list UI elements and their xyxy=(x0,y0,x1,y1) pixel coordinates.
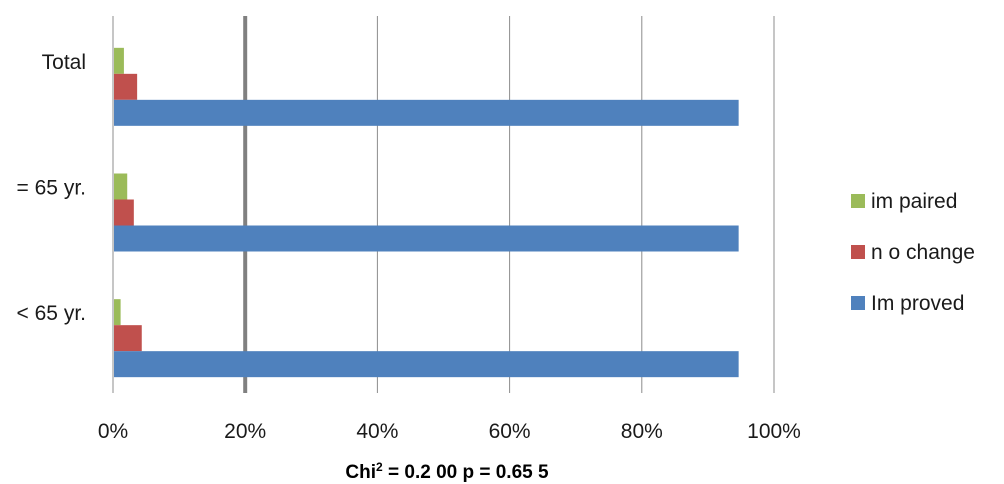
x-tick-label-20: 20% xyxy=(224,420,266,443)
legend-label-1: n o change xyxy=(871,241,975,264)
legend: im paired n o change Im proved xyxy=(851,190,975,315)
footnote-prefix: Chi xyxy=(345,462,376,483)
x-tick-label-80: 80% xyxy=(621,420,663,443)
chi-square-footnote: Chi2 = 0.2 00 p = 0.65 5 xyxy=(345,460,549,483)
bars xyxy=(114,47,739,378)
category-label-2: < 65 yr. xyxy=(17,302,86,325)
bar-impaired-1 xyxy=(114,173,128,200)
legend-swatch-1 xyxy=(851,245,865,259)
x-tick-label-40: 40% xyxy=(356,420,398,443)
footnote-suffix: = 0.2 00 p = 0.65 5 xyxy=(383,462,549,483)
footnote-superscript: 2 xyxy=(376,460,383,474)
category-label-1: = 65 yr. xyxy=(17,177,86,200)
bar-nochange-0 xyxy=(114,73,138,100)
gridlines xyxy=(243,16,775,393)
bar-improved-1 xyxy=(114,225,739,252)
legend-label-2: Im proved xyxy=(871,292,964,315)
x-tick-label-100: 100% xyxy=(747,420,801,443)
bar-improved-0 xyxy=(114,99,739,126)
legend-swatch-2 xyxy=(851,296,865,310)
category-label-0: Total xyxy=(42,51,86,74)
x-tick-label-60: 60% xyxy=(489,420,531,443)
category-labels: Total = 65 yr. < 65 yr. xyxy=(17,51,86,325)
bar-nochange-1 xyxy=(114,199,134,226)
bar-nochange-2 xyxy=(114,325,142,352)
x-tick-labels: 0% 20% 40% 60% 80% 100% xyxy=(98,420,801,443)
bar-impaired-0 xyxy=(114,47,124,74)
bar-improved-2 xyxy=(114,351,739,378)
bar-impaired-2 xyxy=(114,299,121,326)
legend-swatch-0 xyxy=(851,194,865,208)
legend-label-0: im paired xyxy=(871,190,957,213)
x-tick-label-0: 0% xyxy=(98,420,128,443)
